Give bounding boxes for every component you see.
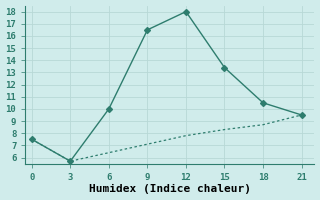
X-axis label: Humidex (Indice chaleur): Humidex (Indice chaleur) <box>89 184 251 194</box>
